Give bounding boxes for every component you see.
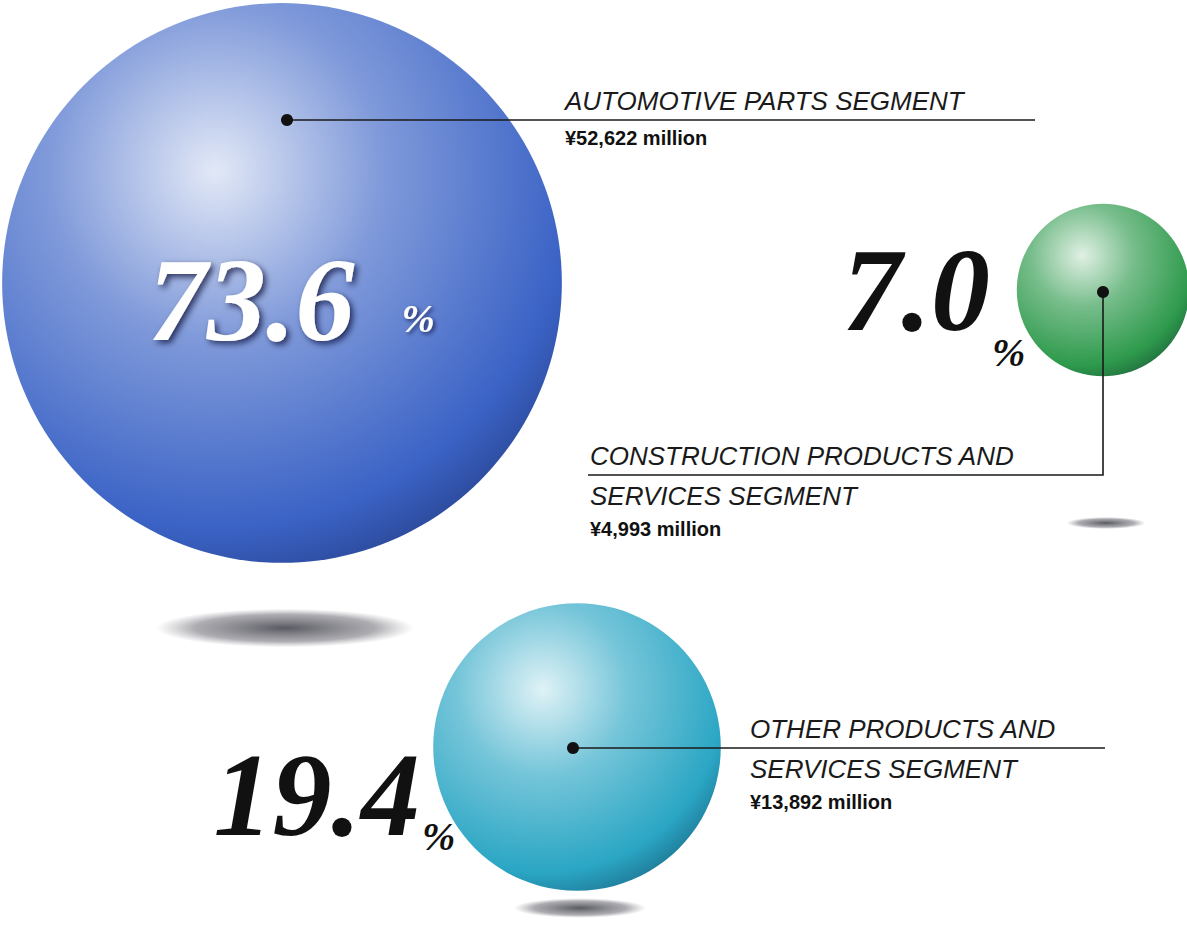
svg-text:¥52,622 million: ¥52,622 million — [565, 127, 707, 149]
svg-text:%: % — [422, 814, 455, 859]
svg-text:¥13,892 million: ¥13,892 million — [750, 791, 892, 813]
svg-text:OTHER PRODUCTS AND: OTHER PRODUCTS AND — [750, 714, 1055, 744]
svg-text:19.4: 19.4 — [214, 730, 421, 861]
svg-text:AUTOMOTIVE PARTS SEGMENT: AUTOMOTIVE PARTS SEGMENT — [563, 86, 966, 116]
svg-text:CONSTRUCTION PRODUCTS AND: CONSTRUCTION PRODUCTS AND — [590, 441, 1014, 471]
svg-text:SERVICES SEGMENT: SERVICES SEGMENT — [590, 481, 859, 511]
svg-text:7.0: 7.0 — [843, 225, 991, 356]
svg-text:SERVICES SEGMENT: SERVICES SEGMENT — [750, 754, 1019, 784]
svg-text:%: % — [401, 296, 434, 341]
svg-text:%: % — [992, 330, 1025, 375]
svg-text:73.6: 73.6 — [148, 235, 355, 366]
svg-text:¥4,993 million: ¥4,993 million — [590, 518, 721, 540]
